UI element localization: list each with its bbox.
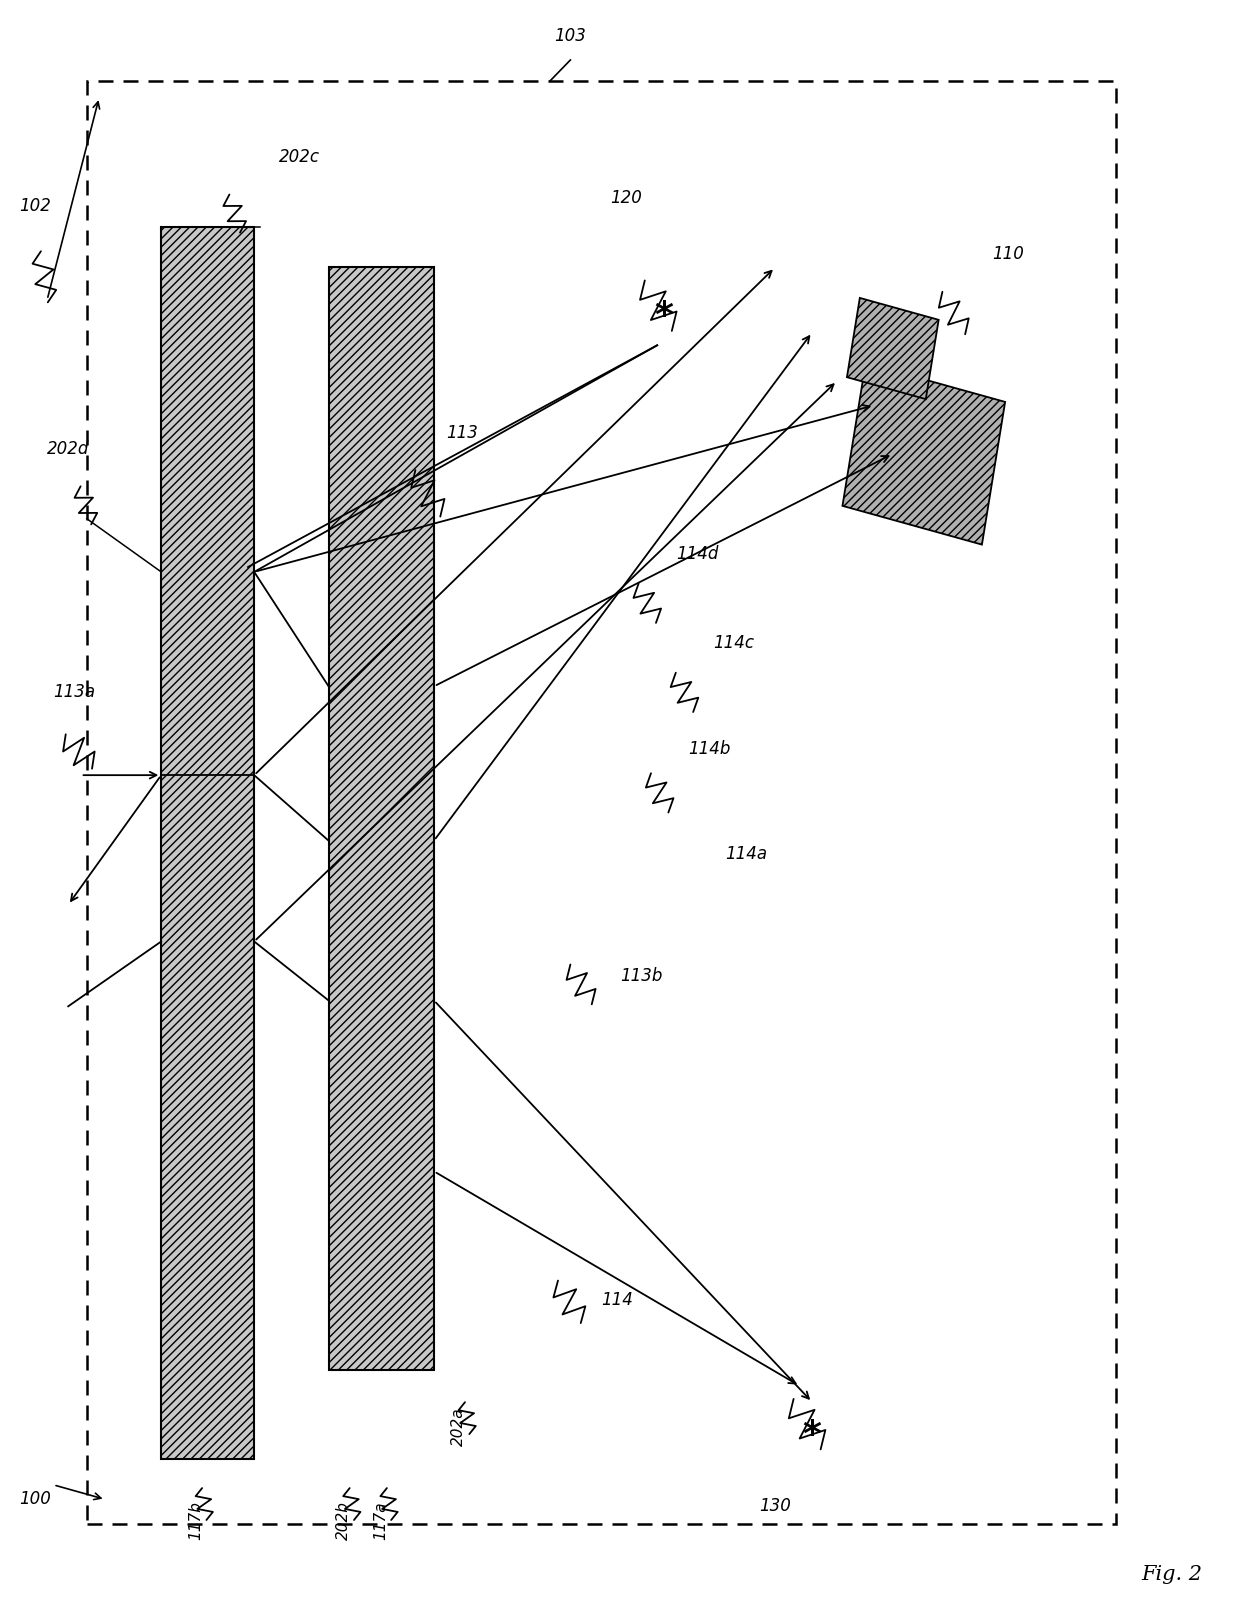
Bar <box>329 267 434 1370</box>
Text: 114c: 114c <box>713 634 754 652</box>
Polygon shape <box>842 363 1006 545</box>
Text: 120: 120 <box>610 188 642 206</box>
Text: 100: 100 <box>19 1490 51 1508</box>
Text: 114: 114 <box>601 1290 634 1308</box>
Text: Fig. 2: Fig. 2 <box>1141 1566 1203 1584</box>
Text: 114a: 114a <box>725 845 768 862</box>
Text: 110: 110 <box>992 245 1024 263</box>
Text: 117a: 117a <box>373 1501 388 1540</box>
Text: 113b: 113b <box>620 966 662 984</box>
Text: 117b: 117b <box>188 1501 203 1540</box>
Bar <box>161 227 254 1459</box>
Text: 103: 103 <box>554 26 587 44</box>
Text: 113a: 113a <box>53 682 95 700</box>
Text: 114d: 114d <box>676 545 718 562</box>
Polygon shape <box>847 298 939 399</box>
Text: 202b: 202b <box>336 1501 351 1540</box>
Text: 102: 102 <box>19 196 51 214</box>
Bar <box>87 81 1116 1524</box>
Text: 130: 130 <box>759 1496 791 1514</box>
Text: 113: 113 <box>446 423 479 441</box>
Text: 202c: 202c <box>279 148 320 165</box>
Text: *: * <box>653 300 673 332</box>
Text: 202a: 202a <box>451 1407 466 1446</box>
Text: 114b: 114b <box>688 739 730 757</box>
Text: *: * <box>802 1418 822 1451</box>
Text: 202d: 202d <box>47 439 89 457</box>
